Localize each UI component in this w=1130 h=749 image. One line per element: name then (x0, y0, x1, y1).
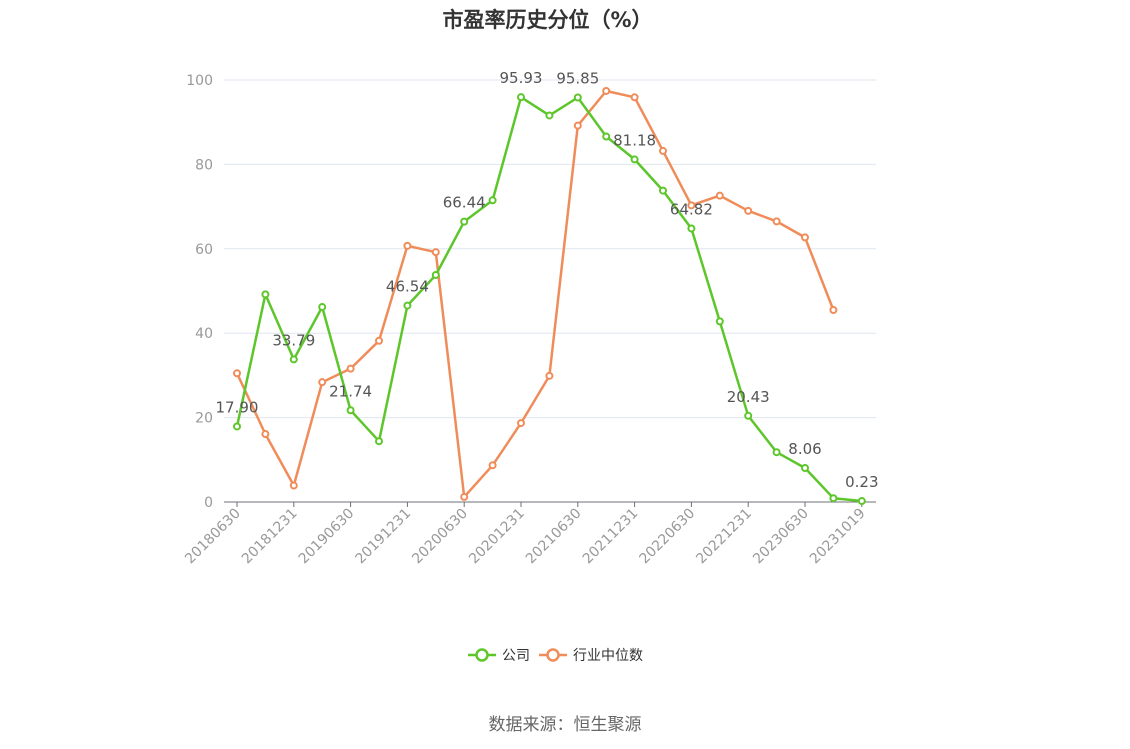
data-point (261, 290, 270, 299)
x-tick-label: 20191231 (353, 506, 415, 568)
y-tick-label: 40 (195, 326, 213, 342)
legend-symbol (468, 648, 496, 662)
x-tick-label: 20221231 (693, 506, 755, 568)
series-line (235, 95, 862, 503)
data-point (602, 132, 611, 141)
x-tick-label: 20231019 (807, 506, 869, 568)
data-point (233, 422, 241, 431)
data-label: 21.74 (329, 382, 372, 400)
data-label: 66.44 (443, 194, 486, 212)
data-label: 81.18 (613, 131, 656, 149)
data-point (488, 196, 497, 205)
data-label: 17.90 (216, 398, 259, 416)
y-tick-label: 60 (195, 242, 213, 258)
data-point (630, 155, 639, 164)
data-point (517, 93, 525, 102)
legend: 公司 行业中位数 (0, 645, 1110, 665)
data-point (687, 224, 696, 233)
data-label: 33.79 (272, 331, 315, 349)
data-point (857, 497, 866, 506)
data-point (772, 217, 781, 226)
data-point (659, 186, 667, 195)
data-point (715, 317, 724, 326)
y-tick-label: 100 (186, 73, 213, 89)
legend-label: 行业中位数 (573, 648, 643, 664)
data-point (545, 111, 554, 120)
data-point (233, 369, 241, 378)
x-tick-label: 20180630 (182, 506, 244, 568)
data-label: 8.06 (788, 440, 821, 458)
data-point (261, 430, 270, 439)
y-tick-label: 80 (195, 157, 213, 173)
data-label: 0.23 (845, 473, 878, 491)
data-point (346, 364, 355, 373)
x-tick-label: 20200630 (409, 506, 471, 568)
data-label: 64.82 (670, 200, 713, 218)
data-point (772, 448, 781, 457)
data-point (545, 371, 554, 380)
legend-label: 公司 (502, 648, 530, 664)
y-tick-label: 0 (204, 495, 213, 511)
data-point (403, 241, 412, 250)
data-point (630, 93, 639, 102)
y-tick-label: 20 (195, 411, 213, 427)
data-point (318, 378, 327, 387)
chart-title: 市盈率历史分位（%） (442, 8, 653, 32)
data-point (289, 355, 298, 364)
data-point (346, 406, 355, 415)
source-text: 数据来源：恒生聚源 (488, 715, 642, 735)
data-label: 95.93 (500, 69, 543, 87)
data-point (573, 93, 582, 102)
data-point (715, 191, 724, 200)
data-point (375, 437, 383, 446)
x-tick-label: 20181231 (239, 506, 301, 568)
data-point (488, 461, 497, 470)
data-point (687, 201, 696, 210)
legend-item[interactable]: 公司 (467, 645, 530, 665)
x-tick-label: 20190630 (296, 506, 358, 568)
legend-item[interactable]: 行业中位数 (538, 645, 643, 665)
data-point (801, 233, 809, 242)
data-point (460, 492, 469, 501)
data-point (659, 146, 667, 155)
data-point (829, 494, 838, 503)
data-point (602, 86, 611, 95)
data-point (460, 217, 469, 226)
series-line (235, 89, 835, 499)
data-point (829, 305, 838, 314)
data-point (744, 206, 753, 215)
data-label: 46.54 (386, 278, 429, 296)
data-point (375, 336, 383, 345)
data-point (289, 481, 298, 490)
x-tick-label: 20210630 (523, 506, 585, 568)
data-point (403, 301, 412, 310)
data-point (431, 270, 440, 279)
x-tick-label: 20220630 (637, 506, 699, 568)
data-point (517, 419, 525, 428)
data-point (318, 303, 327, 312)
data-label: 95.85 (556, 70, 599, 88)
legend-symbol (539, 648, 567, 662)
x-tick-label: 20201231 (466, 506, 528, 568)
x-tick-label: 20211231 (580, 506, 642, 568)
data-point (573, 121, 582, 130)
data-label: 20.43 (727, 388, 770, 406)
data-point (801, 463, 809, 472)
data-point (431, 248, 440, 257)
data-point (744, 411, 753, 420)
x-tick-label: 20230630 (750, 506, 812, 568)
